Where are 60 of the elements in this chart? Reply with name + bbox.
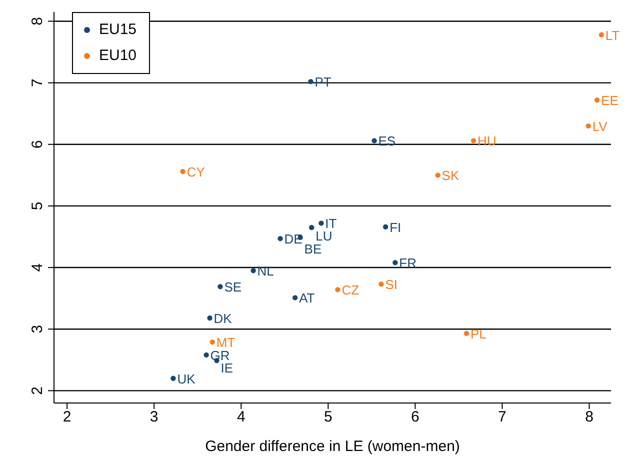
point (180, 168, 186, 174)
annotation: DK (214, 311, 232, 326)
point (378, 282, 384, 287)
x-axis-title: Gender difference in LE (women-men) (205, 438, 460, 455)
point (594, 97, 600, 103)
point (218, 284, 223, 290)
annotation: LT (605, 28, 620, 43)
annotation: CY (186, 164, 206, 180)
annotation: PL (470, 326, 486, 342)
y-tick-label: 7 (29, 78, 46, 87)
annotation: BE (304, 241, 322, 256)
point (250, 268, 256, 274)
y-tick-label: 5 (29, 202, 46, 210)
annotation: LV (592, 118, 608, 134)
point (372, 138, 377, 144)
annotation: IE (220, 360, 234, 376)
x-tick-label: 2 (62, 408, 72, 426)
y-tick-label: 3 (29, 324, 46, 334)
point (278, 236, 283, 242)
annotation: SI (385, 277, 398, 292)
x-tick-label: 5 (324, 408, 332, 426)
y-tick-label: 2 (29, 386, 46, 395)
x-tick-label: 3 (150, 408, 158, 426)
annotation: AT (299, 290, 315, 306)
legend-label: EU15 (99, 20, 137, 40)
y-tick-label: 6 (29, 140, 46, 149)
annotation: FI (390, 220, 402, 235)
point (435, 172, 440, 178)
legend-label: EU10 (99, 46, 137, 66)
point (598, 32, 604, 38)
point (586, 123, 591, 129)
x-tick-label: 8 (585, 408, 594, 426)
point (318, 220, 324, 226)
y-tick-label: 8 (29, 17, 46, 26)
point (292, 295, 298, 300)
point (210, 339, 215, 345)
point (309, 224, 314, 230)
annotation: LU (316, 228, 332, 244)
annotation: MT (216, 335, 236, 350)
y-tick-label: 4 (29, 263, 46, 272)
point (204, 352, 209, 358)
point (470, 138, 476, 144)
point (170, 376, 176, 381)
annotation: FR (399, 256, 417, 271)
point (382, 224, 388, 230)
annotation: SK (442, 168, 460, 184)
annotation: SE (224, 280, 242, 295)
x-tick-label: 6 (411, 408, 420, 426)
x-tick-label: 7 (498, 408, 506, 426)
annotation: NL (257, 264, 274, 279)
point (392, 260, 398, 266)
point (335, 287, 340, 292)
annotation: EE (601, 93, 619, 108)
annotation: CZ (342, 282, 360, 298)
point (464, 330, 470, 336)
point (207, 315, 212, 321)
point (308, 78, 314, 84)
x-tick-label: 4 (236, 408, 246, 426)
annotation: UK (177, 371, 196, 386)
annotation: IT (325, 216, 337, 232)
